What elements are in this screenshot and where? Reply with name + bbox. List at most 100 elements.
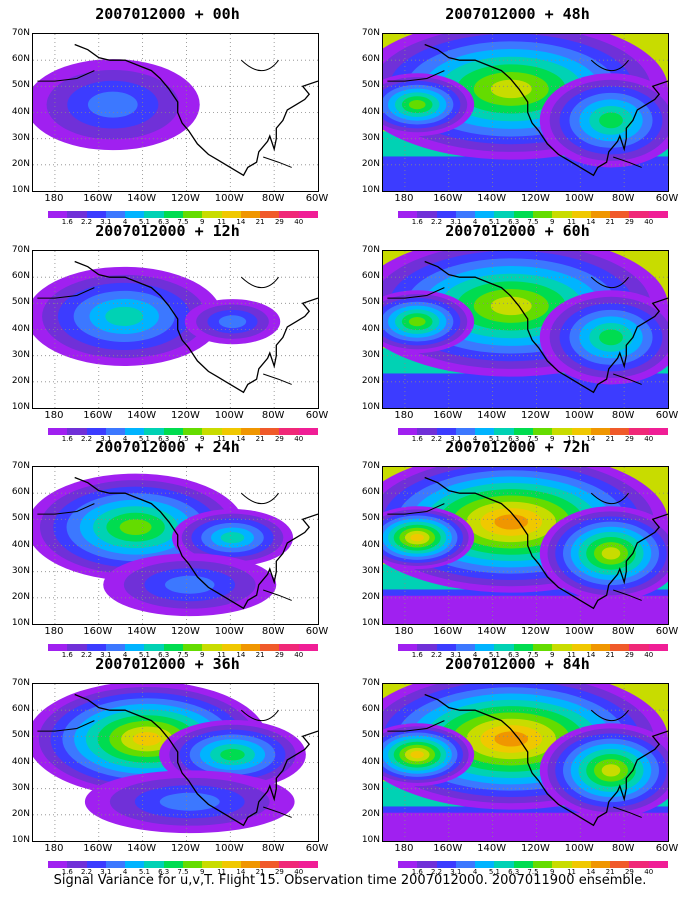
variance-core-level-10 [494,731,529,747]
variance-core-level-8 [601,547,621,560]
variance-core-level-7 [408,100,426,110]
map-plot-area [32,683,319,842]
map-panel: 2007012000 + 36h 70N 60N 50N 40N 30N 20N 10N 180… [0,655,335,876]
variance-core-level-10 [494,514,529,530]
colorbar-tick-label: 6.3 [508,435,520,443]
longitude-tick-label: 180 [394,843,414,854]
colorbar-tick-label: 21 [605,218,615,226]
longitude-tick-label: 120W [520,843,550,854]
colorbar-swatch [105,428,126,435]
longitude-tick-label: 180 [394,626,414,637]
latitude-tick-label: 70N [11,28,30,38]
colorbar-tick-label: 29 [624,218,634,226]
colorbar-tick-label: 3.1 [450,218,462,226]
colorbar-tick-label: 3.1 [450,651,462,659]
colorbar-labels: 1.6 2.2 3.1 4 5.1 6.3 7.5 9 11 14 21 29 40 [48,435,318,445]
colorbar-swatch [260,644,280,651]
panel-title: 2007012000 + 48h [445,5,590,23]
aleutian-islands [37,503,95,515]
latitude-tick-label: 20N [11,591,30,602]
colorbar-swatch [629,428,649,435]
colorbar-tick-label: 14 [586,218,596,226]
colorbar-tick-label: 6.3 [158,651,170,659]
longitude-tick-label: 80W [611,193,635,204]
colorbar-tick-label: 5.1 [138,651,150,659]
latitude-tick-label: 70N [361,245,380,255]
variance-core-level-3 [218,315,247,329]
colorbar-tick-label: 2.2 [430,868,443,876]
longitude-tick-label: 140W [477,193,507,204]
colorbar-tick-label: 14 [586,435,596,443]
colorbar-swatch [475,644,495,651]
variance-core-level-3 [165,575,215,594]
latitude-tick-label: 60N [11,271,30,282]
colorbar-tick-label: 21 [605,868,615,876]
panel-title: 2007012000 + 36h [95,655,240,673]
colorbar-swatch [629,211,649,218]
longitude-tick-label: 100W [214,410,244,421]
colorbar-tick-label: 40 [644,868,654,876]
longitude-tick-label: 160W [433,410,463,421]
colorbar-tick-label: 5.1 [138,435,150,443]
colorbar-swatch [105,861,126,868]
coastline [74,43,318,177]
longitude-tick-label: 140W [127,410,157,421]
longitude-tick-label: 120W [520,626,550,637]
colorbar-tick-label: 3.1 [100,651,112,659]
colorbar-swatch [298,644,318,651]
colorbar-swatch [590,861,611,868]
colorbar-swatch [513,861,533,868]
longitude-tick-label: 180 [394,193,414,204]
longitude-tick-label: 160W [433,626,463,637]
colorbar-tick-label: 29 [274,868,284,876]
colorbar-swatch [67,644,87,651]
colorbar-tick-label: 11 [217,218,227,226]
colorbar-swatch [417,211,437,218]
colorbar-tick-label: 29 [274,218,284,226]
colorbar-tick-label: 21 [255,218,265,226]
colorbar-tick-label: 21 [255,868,265,876]
map-plot-area [382,683,669,842]
longitude-tick-label: 100W [564,410,594,421]
colorbar-tick-label: 29 [274,651,284,659]
latitude-tick-label: 30N [361,565,380,576]
colorbar-tick-label: 1.6 [411,218,423,226]
colorbar-swatch [240,428,261,435]
hudson-bay-coast [590,709,629,722]
colorbar-swatch [552,644,572,651]
caribbean-islands [263,373,292,385]
variance-core-level-8 [490,296,532,316]
aleutian-islands [37,70,95,82]
colorbar-swatch [513,211,533,218]
latitude-tick-label: 10N [361,402,380,412]
colorbar-swatch [86,644,106,651]
colorbar-swatch [571,211,591,218]
hudson-bay-coast [590,492,629,505]
colorbar-swatch [398,644,418,651]
longitude-tick-label: 60W [655,193,679,204]
colorbar-swatch [590,428,611,435]
colorbar-tick-label: 9 [200,435,205,443]
longitude-tick-label: 160W [433,193,463,204]
longitude-tick-label: 80W [261,843,285,854]
caribbean-islands [613,373,642,385]
colorbar-tick-label: 11 [217,868,227,876]
colorbar-swatch [240,861,261,868]
colorbar-swatch [648,428,668,435]
colorbar-swatch [125,211,145,218]
colorbar-swatch [629,644,649,651]
latitude-tick-label: 40N [11,539,30,550]
colorbar [48,644,318,651]
colorbar [48,861,318,868]
latitude-tick-label: 50N [361,80,380,91]
colorbar-swatch [532,428,553,435]
colorbar-swatch [455,428,476,435]
hudson-bay-coast [590,59,629,72]
colorbar-swatch [552,428,572,435]
variance-core-level-5 [105,306,144,327]
variance-core-level-8 [490,79,532,99]
latitude-tick-label: 60N [11,704,30,715]
longitude-tick-label: 180 [44,626,64,637]
colorbar-tick-label: 29 [624,868,634,876]
colorbar-tick-label: 3.1 [100,435,112,443]
